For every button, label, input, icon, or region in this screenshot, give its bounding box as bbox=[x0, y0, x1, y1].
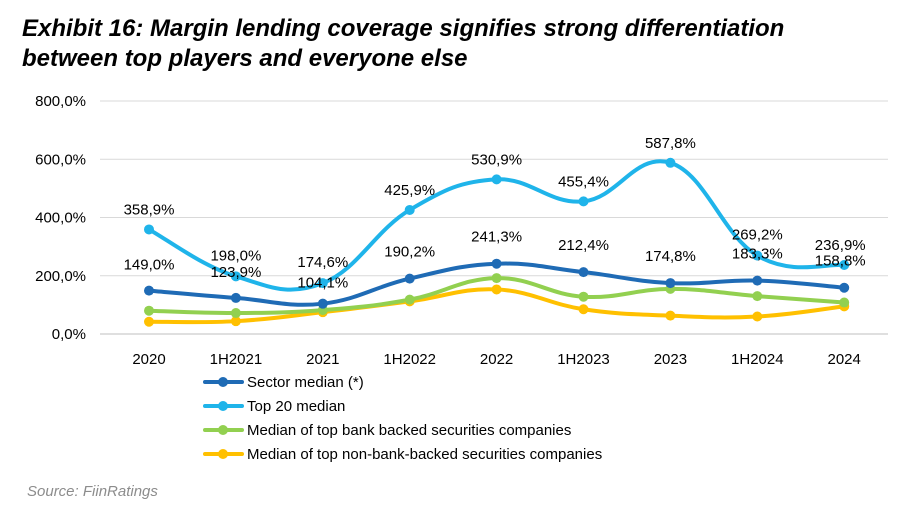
legend-marker bbox=[218, 377, 228, 387]
series-points bbox=[144, 157, 850, 327]
data-label: 149,0% bbox=[124, 257, 175, 274]
data-labels: 358,9% 198,0% 174,6% 425,9% 530,9% 455,4% 587,… bbox=[124, 135, 866, 292]
data-label: 241,3% bbox=[471, 229, 522, 246]
data-label: 174,8% bbox=[645, 248, 696, 265]
x-tick-label: 2020 bbox=[132, 351, 165, 368]
data-point bbox=[578, 304, 589, 315]
data-point bbox=[665, 278, 676, 289]
data-point bbox=[578, 267, 589, 278]
data-label: 212,4% bbox=[558, 237, 609, 254]
legend-label: Top 20 median bbox=[247, 398, 345, 415]
chart-title: Exhibit 16: Margin lending coverage sign… bbox=[22, 15, 785, 72]
x-tick-label: 1H2021 bbox=[210, 351, 263, 368]
data-point bbox=[491, 174, 502, 185]
data-point bbox=[665, 157, 676, 168]
data-point bbox=[230, 271, 241, 282]
x-axis-ticks: 2020 1H2021 2021 1H2022 2022 1H2023 2023 1H2024… bbox=[132, 351, 861, 368]
x-tick-label: 2024 bbox=[828, 351, 861, 368]
x-tick-label: 1H2024 bbox=[731, 351, 784, 368]
data-label: 174,6% bbox=[297, 254, 348, 271]
data-point bbox=[578, 196, 589, 207]
data-point bbox=[317, 298, 328, 309]
data-label: 269,2% bbox=[732, 227, 783, 244]
data-point bbox=[839, 297, 850, 308]
data-point bbox=[230, 308, 241, 319]
legend: Sector median (*) Top 20 median Median of … bbox=[203, 374, 602, 463]
data-point bbox=[144, 285, 154, 296]
data-point bbox=[144, 224, 154, 235]
data-point bbox=[491, 273, 502, 284]
data-point bbox=[752, 275, 763, 286]
x-tick-label: 1H2023 bbox=[557, 351, 610, 368]
data-point bbox=[404, 273, 415, 284]
y-tick-label: 200,0% bbox=[35, 268, 86, 285]
x-tick-label: 2023 bbox=[654, 351, 687, 368]
data-point bbox=[144, 305, 154, 316]
legend-marker bbox=[218, 401, 228, 411]
x-tick-label: 2021 bbox=[306, 351, 339, 368]
x-tick-label: 2022 bbox=[480, 351, 513, 368]
data-point bbox=[752, 250, 763, 261]
y-tick-label: 600,0% bbox=[35, 151, 86, 168]
data-point bbox=[578, 291, 589, 302]
data-point bbox=[404, 204, 415, 215]
data-label: 455,4% bbox=[558, 173, 609, 190]
legend-marker bbox=[218, 449, 228, 459]
data-point bbox=[317, 278, 328, 289]
data-label: 198,0% bbox=[210, 247, 261, 264]
data-point bbox=[491, 284, 502, 295]
data-point bbox=[230, 316, 241, 327]
data-label: 587,8% bbox=[645, 135, 696, 152]
data-point bbox=[230, 292, 241, 303]
data-label: 123,9% bbox=[210, 264, 261, 281]
data-point bbox=[752, 291, 763, 302]
data-point bbox=[144, 316, 154, 327]
source-note: Source: FiinRatings bbox=[27, 483, 158, 500]
data-label: 158,8% bbox=[815, 253, 866, 270]
data-point bbox=[839, 260, 850, 271]
data-label: 530,9% bbox=[471, 151, 522, 168]
data-point bbox=[665, 310, 676, 321]
y-axis-ticks: 0,0% 200,0% 400,0% 600,0% 800,0% bbox=[35, 93, 86, 343]
data-label: 236,9% bbox=[815, 237, 866, 254]
data-point bbox=[404, 294, 415, 305]
y-tick-label: 400,0% bbox=[35, 210, 86, 227]
data-label: 104,1% bbox=[297, 275, 348, 292]
y-tick-label: 800,0% bbox=[35, 93, 86, 110]
data-label: 183,3% bbox=[732, 246, 783, 263]
data-point bbox=[491, 258, 502, 269]
legend-label: Median of top non-bank-backed securities… bbox=[247, 446, 602, 463]
x-tick-label: 1H2022 bbox=[383, 351, 436, 368]
y-tick-label: 0,0% bbox=[52, 326, 86, 343]
legend-label: Sector median (*) bbox=[247, 374, 364, 391]
legend-label: Median of top bank backed securities com… bbox=[247, 422, 571, 439]
data-label: 190,2% bbox=[384, 244, 435, 261]
data-label: 425,9% bbox=[384, 182, 435, 199]
data-label: 358,9% bbox=[124, 201, 175, 218]
data-point bbox=[839, 282, 850, 293]
legend-marker bbox=[218, 425, 228, 435]
data-point bbox=[752, 311, 763, 322]
